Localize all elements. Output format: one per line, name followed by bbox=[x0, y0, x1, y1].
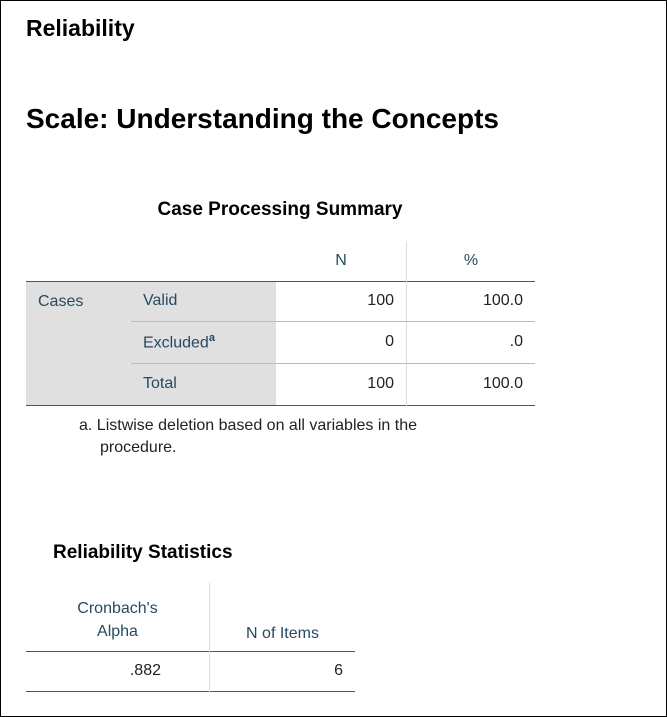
cell: 6 bbox=[334, 662, 343, 679]
cell: 0 bbox=[276, 321, 407, 364]
header-text: Cronbach's Alpha bbox=[77, 599, 158, 640]
cell: .882 bbox=[26, 651, 210, 691]
row-label: Excludeda bbox=[131, 321, 276, 364]
cell: 100.0 bbox=[482, 375, 523, 392]
column-header: N bbox=[276, 241, 407, 281]
title: Reliability bbox=[26, 15, 135, 41]
footnote-mark: a bbox=[208, 331, 215, 344]
row: .882 6 bbox=[26, 651, 355, 691]
cell: .0 bbox=[406, 321, 535, 364]
header-row: Cronbach's Alpha N of Items bbox=[26, 583, 355, 651]
cell: 100.0 bbox=[406, 281, 535, 322]
table-title: Reliability Statistics bbox=[53, 542, 233, 563]
row-group: Cases bbox=[26, 281, 131, 406]
subtitle: Scale: Understanding the Concepts bbox=[26, 103, 499, 134]
label: Excluded bbox=[143, 334, 209, 352]
header-row: N % bbox=[26, 241, 535, 281]
column-header: Cronbach's Alpha bbox=[26, 583, 210, 651]
column-header: % bbox=[463, 251, 479, 269]
row-label: Total bbox=[131, 363, 276, 405]
row-label: Valid bbox=[131, 281, 276, 322]
row: Excludeda 0 .0 bbox=[26, 321, 535, 364]
table-title: Case Processing Summary bbox=[157, 199, 403, 220]
cell: 100 bbox=[276, 281, 407, 322]
footnote: a. Listwise deletion based on all variab… bbox=[79, 417, 417, 456]
row: Total 100 100.0 bbox=[26, 363, 535, 405]
case-processing-table: N % Cases Valid 100 100.0 Excludeda 0 .0… bbox=[26, 241, 535, 406]
row: Cases Valid 100 100.0 bbox=[26, 281, 535, 406]
reliability-table: Cronbach's Alpha N of Items .882 6 bbox=[26, 583, 355, 692]
cell: 100 bbox=[276, 363, 407, 405]
column-header: N of Items bbox=[246, 624, 319, 642]
